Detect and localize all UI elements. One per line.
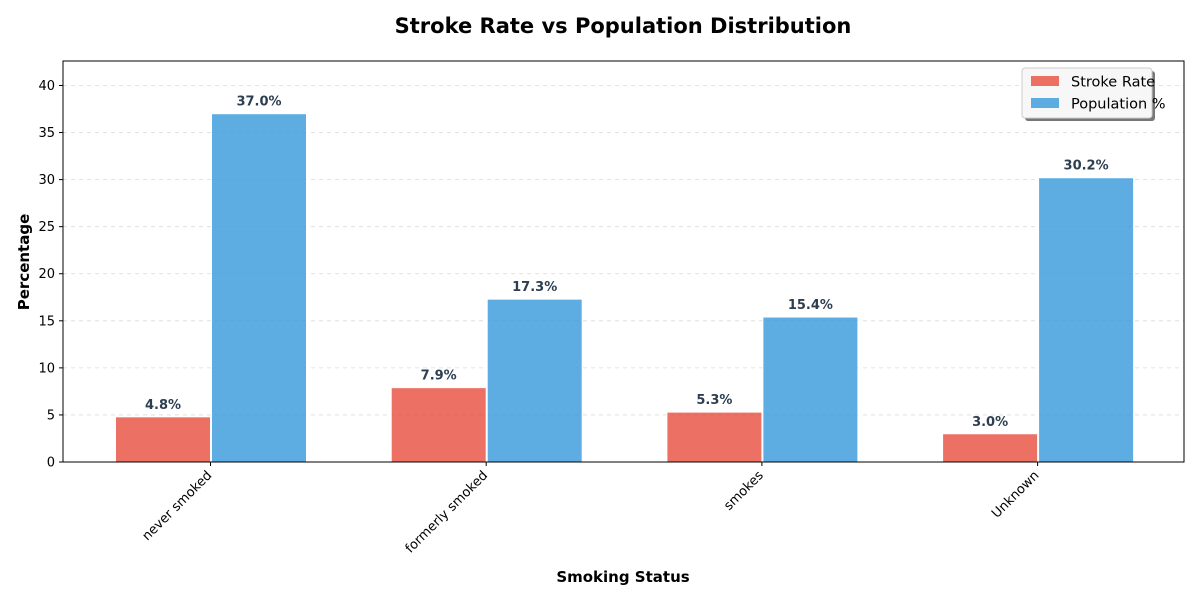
bar-stroke-rate [942,433,1039,463]
y-tick-label: 35 [38,126,55,141]
y-axis-ticks: 0 5 10 15 20 25 30 35 40 [38,79,63,471]
bar-population [486,298,583,463]
legend-swatch [1031,98,1059,108]
y-tick-label: 5 [47,408,55,423]
bar-population [1038,177,1135,463]
x-axis-ticks: never smoked formerly smoked smokes Unknown [140,462,1042,556]
y-tick-label: 15 [38,314,55,329]
x-tick-label: formerly smoked [403,468,491,556]
bar-stroke-rate [390,387,487,463]
y-tick-label: 20 [38,267,55,282]
data-label: 7.9% [421,369,457,384]
y-tick-label: 40 [38,79,55,94]
x-tick-label: Unknown [989,468,1042,521]
data-label: 5.3% [696,393,732,408]
y-tick-label: 10 [38,361,55,376]
legend-swatch [1031,76,1059,86]
y-axis-label: Percentage [15,214,33,311]
data-label: 37.0% [236,95,281,110]
bar-population [762,316,859,463]
y-tick-label: 30 [38,173,55,188]
data-label: 3.0% [972,415,1008,430]
x-axis-label: Smoking Status [556,568,689,586]
x-tick-label: never smoked [140,468,216,544]
y-tick-label: 0 [47,456,55,471]
data-label: 30.2% [1064,159,1109,174]
y-tick-label: 25 [38,220,55,235]
bars-group [115,113,1135,463]
legend-label: Population % [1071,97,1166,113]
data-labels-group: 4.8% 37.0% 7.9% 17.3% 5.3% 15.4% 3.0% 30.2% [145,95,1109,430]
data-label: 15.4% [788,298,833,313]
plot-frame [62,60,1185,463]
bar-stroke-rate [666,411,763,463]
data-label: 4.8% [145,398,181,413]
bar-stroke-rate [115,416,211,463]
data-label: 17.3% [512,280,557,295]
legend: Stroke Rate Population % [1021,67,1166,121]
chart-title: Stroke Rate vs Population Distribution [395,14,852,38]
legend-label: Stroke Rate [1071,75,1155,91]
x-tick-label: smokes [721,468,767,514]
bar-population [211,113,307,463]
